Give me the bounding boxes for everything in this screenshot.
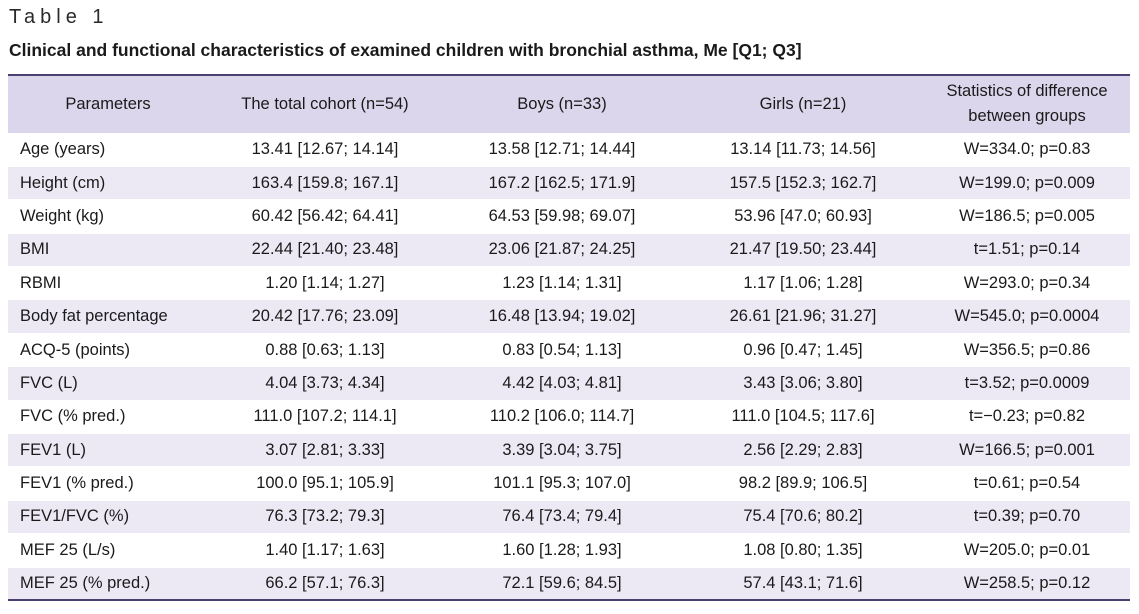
cell-parameter: Height (cm) (8, 165, 208, 200)
table-row: MEF 25 (L/s) 1.40 [1.17; 1.63] 1.60 [1.28;… (8, 533, 1130, 568)
cell-total-cohort: 76.3 [73.2; 79.3] (208, 499, 442, 534)
table-header: Parameters The total cohort (n=54) Boys … (8, 75, 1130, 133)
cell-total-cohort: 111.0 [107.2; 114.1] (208, 399, 442, 434)
cell-statistics: W=356.5; p=0.86 (924, 332, 1130, 367)
cell-total-cohort: 60.42 [56.42; 64.41] (208, 199, 442, 234)
cell-girls: 98.2 [89.9; 106.5] (682, 466, 924, 501)
cell-parameter: ACQ-5 (points) (8, 332, 208, 367)
cell-parameter: FEV1/FVC (%) (8, 499, 208, 534)
cell-girls: 111.0 [104.5; 117.6] (682, 399, 924, 434)
cell-boys: 3.39 [3.04; 3.75] (442, 433, 682, 467)
cell-total-cohort: 13.41 [12.67; 14.14] (208, 132, 442, 167)
cell-parameter: Age (years) (8, 132, 208, 167)
table-label: Table 1 (9, 6, 109, 28)
cell-parameter: FEV1 (L) (8, 433, 208, 467)
cell-boys: 16.48 [13.94; 19.02] (442, 299, 682, 334)
cell-girls: 1.17 [1.06; 1.28] (682, 266, 924, 300)
cell-boys: 64.53 [59.98; 69.07] (442, 199, 682, 234)
cell-boys: 4.42 [4.03; 4.81] (442, 366, 682, 401)
cell-statistics: W=186.5; p=0.005 (924, 199, 1130, 234)
header-total-cohort: The total cohort (n=54) (241, 94, 409, 113)
cell-statistics: t=1.51; p=0.14 (924, 232, 1130, 267)
cell-total-cohort: 3.07 [2.81; 3.33] (208, 433, 442, 467)
cell-statistics: t=3.52; p=0.0009 (924, 366, 1130, 401)
cell-statistics: t=−0.23; p=0.82 (924, 399, 1130, 434)
cell-girls: 3.43 [3.06; 3.80] (682, 366, 924, 401)
cell-boys: 1.23 [1.14; 1.31] (442, 266, 682, 300)
cell-girls: 1.08 [0.80; 1.35] (682, 533, 924, 568)
data-table-container: Parameters The total cohort (n=54) Boys … (8, 74, 1130, 602)
table-row: MEF 25 (% pred.) 66.2 [57.1; 76.3] 72.1 [5… (8, 566, 1130, 601)
cell-total-cohort: 22.44 [21.40; 23.48] (208, 232, 442, 267)
cell-girls: 13.14 [11.73; 14.56] (682, 132, 924, 167)
cell-boys: 101.1 [95.3; 107.0] (442, 466, 682, 501)
table-row: FVC (% pred.) 111.0 [107.2; 114.1] 110.2 [… (8, 399, 1130, 434)
table-row: RBMI 1.20 [1.14; 1.27] 1.23 [1.14; 1.31] 1.… (8, 266, 1130, 300)
cell-parameter: Weight (kg) (8, 199, 208, 234)
header-row: Parameters The total cohort (n=54) Boys … (8, 75, 1130, 133)
cell-parameter: MEF 25 (L/s) (8, 533, 208, 568)
table-row: Age (years) 13.41 [12.67; 14.14] 13.58 [12… (8, 132, 1130, 167)
table-caption: Clinical and functional characteristics … (9, 40, 802, 60)
cell-parameter: RBMI (8, 266, 208, 300)
cell-boys: 167.2 [162.5; 171.9] (442, 165, 682, 200)
cell-statistics: W=205.0; p=0.01 (924, 533, 1130, 568)
cell-statistics: W=199.0; p=0.009 (924, 165, 1130, 200)
table-row: Body fat percentage 20.42 [17.76; 23.09] 1… (8, 299, 1130, 334)
cell-boys: 1.60 [1.28; 1.93] (442, 533, 682, 568)
cell-total-cohort: 163.4 [159.8; 167.1] (208, 165, 442, 200)
cell-total-cohort: 20.42 [17.76; 23.09] (208, 299, 442, 334)
cell-boys: 72.1 [59.6; 84.5] (442, 566, 682, 601)
cell-statistics: W=166.5; p=0.001 (924, 433, 1130, 467)
table-row: Height (cm) 163.4 [159.8; 167.1] 167.2 [16… (8, 165, 1130, 200)
table-row: FEV1/FVC (%) 76.3 [73.2; 79.3] 76.4 [73.4;… (8, 499, 1130, 534)
cell-total-cohort: 1.40 [1.17; 1.63] (208, 533, 442, 568)
data-table: Parameters The total cohort (n=54) Boys … (8, 74, 1130, 602)
cell-girls: 2.56 [2.29; 2.83] (682, 433, 924, 467)
cell-statistics: W=334.0; p=0.83 (924, 132, 1130, 167)
cell-statistics: W=545.0; p=0.0004 (924, 299, 1130, 334)
cell-parameter: FVC (% pred.) (8, 399, 208, 434)
table-row: FVC (L) 4.04 [3.73; 4.34] 4.42 [4.03; 4.81… (8, 366, 1130, 401)
table-row: Weight (kg) 60.42 [56.42; 64.41] 64.53 [59… (8, 199, 1130, 234)
table-row: FEV1 (% pred.) 100.0 [95.1; 105.9] 101.1 [… (8, 466, 1130, 501)
cell-parameter: FVC (L) (8, 366, 208, 401)
cell-girls: 75.4 [70.6; 80.2] (682, 499, 924, 534)
cell-total-cohort: 1.20 [1.14; 1.27] (208, 266, 442, 300)
table-row: ACQ-5 (points) 0.88 [0.63; 1.13] 0.83 [0.5… (8, 332, 1130, 367)
cell-parameter: MEF 25 (% pred.) (8, 566, 208, 601)
cell-girls: 26.61 [21.96; 31.27] (682, 299, 924, 334)
cell-total-cohort: 100.0 [95.1; 105.9] (208, 466, 442, 501)
header-boys: Boys (n=33) (517, 94, 607, 113)
cell-boys: 23.06 [21.87; 24.25] (442, 232, 682, 267)
cell-girls: 0.96 [0.47; 1.45] (682, 332, 924, 367)
cell-statistics: t=0.39; p=0.70 (924, 499, 1130, 534)
header-statistics: Statistics of difference between groups (946, 82, 1108, 126)
cell-parameter: BMI (8, 232, 208, 267)
header-parameters: Parameters (65, 94, 151, 113)
cell-total-cohort: 0.88 [0.63; 1.13] (208, 332, 442, 367)
table-row: BMI 22.44 [21.40; 23.48] 23.06 [21.87; 24.… (8, 232, 1130, 267)
cell-boys: 0.83 [0.54; 1.13] (442, 332, 682, 367)
cell-boys: 13.58 [12.71; 14.44] (442, 132, 682, 167)
header-girls: Girls (n=21) (759, 94, 847, 113)
table-body: Age (years) 13.41 [12.67; 14.14] 13.58 [12… (8, 132, 1130, 601)
cell-parameter: Body fat percentage (8, 299, 208, 334)
cell-girls: 53.96 [47.0; 60.93] (682, 199, 924, 234)
cell-girls: 21.47 [19.50; 23.44] (682, 232, 924, 267)
cell-parameter: FEV1 (% pred.) (8, 466, 208, 501)
cell-total-cohort: 66.2 [57.1; 76.3] (208, 566, 442, 601)
cell-boys: 110.2 [106.0; 114.7] (442, 399, 682, 434)
cell-statistics: W=293.0; p=0.34 (924, 266, 1130, 300)
cell-total-cohort: 4.04 [3.73; 4.34] (208, 366, 442, 401)
cell-statistics: W=258.5; p=0.12 (924, 566, 1130, 601)
cell-statistics: t=0.61; p=0.54 (924, 466, 1130, 501)
cell-boys: 76.4 [73.4; 79.4] (442, 499, 682, 534)
cell-girls: 157.5 [152.3; 162.7] (682, 165, 924, 200)
table-row: FEV1 (L) 3.07 [2.81; 3.33] 3.39 [3.04; 3.7… (8, 433, 1130, 467)
cell-girls: 57.4 [43.1; 71.6] (682, 566, 924, 601)
